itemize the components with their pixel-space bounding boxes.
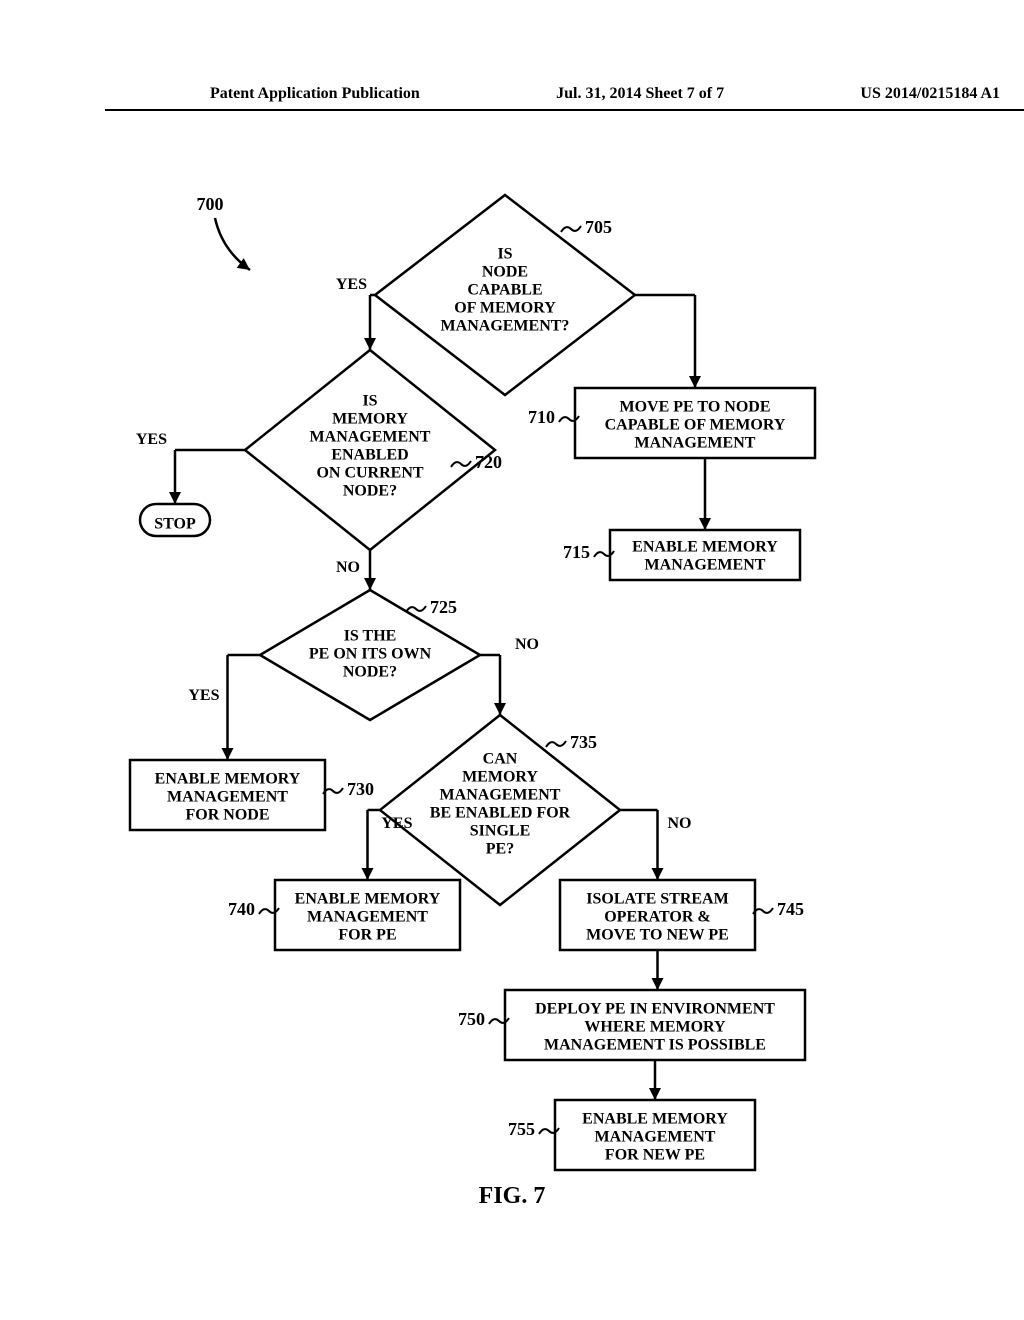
svg-text:ISOLATE STREAM: ISOLATE STREAM bbox=[586, 891, 728, 908]
svg-text:715: 715 bbox=[563, 542, 590, 562]
svg-text:FOR PE: FOR PE bbox=[338, 927, 396, 944]
svg-text:MANAGEMENT: MANAGEMENT bbox=[440, 787, 561, 804]
svg-text:705: 705 bbox=[585, 217, 612, 237]
svg-text:DEPLOY PE IN ENVIRONMENT: DEPLOY PE IN ENVIRONMENT bbox=[535, 1001, 775, 1018]
svg-text:ENABLE MEMORY: ENABLE MEMORY bbox=[582, 1111, 728, 1128]
svg-text:YES: YES bbox=[136, 431, 167, 448]
svg-text:750: 750 bbox=[458, 1009, 485, 1029]
svg-text:755: 755 bbox=[508, 1119, 535, 1139]
svg-text:MANAGEMENT IS POSSIBLE: MANAGEMENT IS POSSIBLE bbox=[544, 1037, 766, 1054]
patent-figure-page: Patent Application Publication Jul. 31, … bbox=[0, 0, 1024, 1320]
svg-text:700: 700 bbox=[197, 194, 224, 214]
svg-text:ENABLE MEMORY: ENABLE MEMORY bbox=[632, 539, 778, 556]
svg-text:YES: YES bbox=[381, 815, 412, 832]
svg-text:735: 735 bbox=[570, 732, 597, 752]
svg-text:NODE?: NODE? bbox=[343, 664, 397, 681]
svg-text:MANAGEMENT: MANAGEMENT bbox=[595, 1129, 716, 1146]
svg-text:MANAGEMENT?: MANAGEMENT? bbox=[441, 318, 570, 335]
svg-text:CAPABLE: CAPABLE bbox=[467, 282, 542, 299]
svg-text:MANAGEMENT: MANAGEMENT bbox=[635, 435, 756, 452]
svg-text:ENABLED: ENABLED bbox=[331, 447, 408, 464]
svg-text:CAN: CAN bbox=[483, 751, 518, 768]
svg-text:NODE: NODE bbox=[482, 264, 528, 281]
header-left: Patent Application Publication bbox=[210, 85, 420, 103]
svg-text:MOVE PE TO NODE: MOVE PE TO NODE bbox=[620, 399, 771, 416]
svg-text:MANAGEMENT: MANAGEMENT bbox=[167, 789, 288, 806]
svg-text:725: 725 bbox=[430, 597, 457, 617]
svg-text:ENABLE MEMORY: ENABLE MEMORY bbox=[155, 771, 301, 788]
svg-text:720: 720 bbox=[475, 452, 502, 472]
svg-text:NODE?: NODE? bbox=[343, 483, 397, 500]
page-header: Patent Application Publication Jul. 31, … bbox=[105, 85, 1024, 111]
svg-text:MEMORY: MEMORY bbox=[332, 411, 408, 428]
svg-text:IS THE: IS THE bbox=[344, 628, 397, 645]
svg-text:740: 740 bbox=[228, 899, 255, 919]
svg-text:NO: NO bbox=[515, 636, 539, 653]
svg-text:PE ON ITS OWN: PE ON ITS OWN bbox=[309, 646, 432, 663]
svg-text:MANAGEMENT: MANAGEMENT bbox=[307, 909, 428, 926]
svg-text:IS: IS bbox=[497, 246, 512, 263]
svg-text:OPERATOR &: OPERATOR & bbox=[604, 909, 711, 926]
svg-text:FOR NODE: FOR NODE bbox=[186, 807, 270, 824]
svg-text:ON CURRENT: ON CURRENT bbox=[316, 465, 423, 482]
figure-label: FIG. 7 bbox=[0, 1183, 1024, 1210]
header-center: Jul. 31, 2014 Sheet 7 of 7 bbox=[556, 85, 724, 103]
svg-text:CAPABLE OF MEMORY: CAPABLE OF MEMORY bbox=[605, 417, 786, 434]
svg-text:MANAGEMENT: MANAGEMENT bbox=[310, 429, 431, 446]
svg-text:IS: IS bbox=[362, 393, 377, 410]
svg-text:BE ENABLED FOR: BE ENABLED FOR bbox=[430, 805, 571, 822]
svg-text:NO: NO bbox=[668, 815, 692, 832]
svg-text:OF MEMORY: OF MEMORY bbox=[454, 300, 556, 317]
svg-text:MOVE TO NEW PE: MOVE TO NEW PE bbox=[586, 927, 729, 944]
svg-text:STOP: STOP bbox=[154, 516, 196, 533]
svg-text:SINGLE: SINGLE bbox=[470, 823, 530, 840]
svg-text:ENABLE MEMORY: ENABLE MEMORY bbox=[295, 891, 441, 908]
svg-text:YES: YES bbox=[188, 687, 219, 704]
svg-text:FOR NEW PE: FOR NEW PE bbox=[605, 1147, 705, 1164]
header-right: US 2014/0215184 A1 bbox=[860, 85, 1000, 103]
svg-text:730: 730 bbox=[347, 779, 374, 799]
svg-text:710: 710 bbox=[528, 407, 555, 427]
svg-text:WHERE MEMORY: WHERE MEMORY bbox=[584, 1019, 726, 1036]
svg-text:YES: YES bbox=[336, 276, 367, 293]
svg-text:745: 745 bbox=[777, 899, 804, 919]
flowchart: 700ISNODECAPABLEOF MEMORYMANAGEMENT?705I… bbox=[0, 160, 1024, 1220]
svg-text:PE?: PE? bbox=[486, 841, 514, 858]
svg-text:MEMORY: MEMORY bbox=[462, 769, 538, 786]
svg-text:NO: NO bbox=[336, 559, 360, 576]
svg-text:MANAGEMENT: MANAGEMENT bbox=[645, 557, 766, 574]
